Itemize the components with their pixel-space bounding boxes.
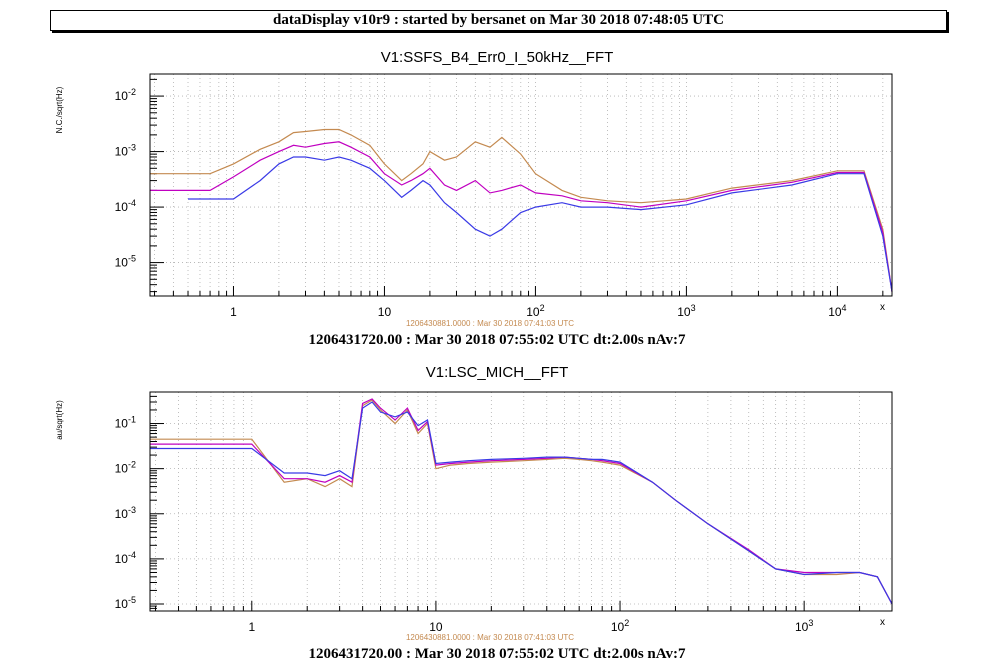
window-title-bar: dataDisplay v10r9 : started by bersanet … [50, 10, 947, 31]
chart-title: V1:SSFS_B4_Err0_I_50kHz__FFT [381, 49, 614, 66]
x-tick-label: 10 [429, 620, 443, 634]
chart-2: 1 10 102 103 10-5 10-4 10-3 10-2 10-1 x V1:LSC_MIC… [55, 364, 893, 662]
series-group [150, 398, 893, 605]
y-tick-label: 10-5 [115, 254, 136, 270]
y-axis-label: N.C./sqrt(Hz) [55, 86, 64, 133]
series-line-3 [188, 156, 893, 292]
chart-footer: 1206431720.00 : Mar 30 2018 07:55:02 UTC… [309, 332, 686, 348]
y-tick-label: 10-4 [115, 198, 136, 214]
x-tick-label: 103 [795, 618, 813, 634]
plot-frame [149, 73, 893, 297]
x-axis-corner-label: x [880, 617, 885, 628]
series-line-2 [150, 141, 893, 292]
chart-1: 1 10 102 103 104 10-5 10-4 10-3 10-2 x V1:SSFS_B4_… [55, 49, 893, 348]
x-tick-label: 1 [230, 305, 237, 319]
y-tick-label: 10-2 [115, 87, 136, 103]
x-tick-label: 103 [677, 303, 695, 319]
series-line-3 [150, 401, 893, 605]
chart-title: V1:LSC_MICH__FFT [426, 364, 569, 381]
series-line-2 [150, 398, 893, 605]
x-tick-label: 1 [248, 620, 255, 634]
reference-label: 1206430881.0000 : Mar 30 2018 07:41:03 U… [406, 633, 574, 642]
y-tick-label: 10-3 [115, 143, 136, 159]
y-axis-label: au/sqrt(Hz) [55, 400, 64, 440]
grid [150, 74, 892, 296]
plot-frame [149, 391, 893, 612]
x-tick-label: 104 [828, 303, 846, 319]
series-group [150, 128, 893, 292]
chart-footer: 1206431720.00 : Mar 30 2018 07:55:02 UTC… [309, 646, 686, 662]
y-tick-label: 10-3 [115, 505, 136, 521]
x-axis-corner-label: x [880, 302, 885, 313]
reference-label: 1206430881.0000 : Mar 30 2018 07:41:03 U… [406, 319, 574, 328]
y-tick-label: 10-2 [115, 460, 136, 476]
y-tick-label: 10-5 [115, 595, 136, 611]
window-title: dataDisplay v10r9 : started by bersanet … [273, 12, 724, 28]
grid [150, 391, 893, 612]
x-tick-label: 102 [611, 618, 629, 634]
plot-area [150, 392, 892, 611]
series-line-1 [150, 128, 893, 292]
x-tick-label: 102 [526, 303, 544, 319]
x-tick-label: 10 [378, 305, 392, 319]
y-tick-label: 10-4 [115, 550, 136, 566]
y-tick-label: 10-1 [115, 415, 136, 431]
